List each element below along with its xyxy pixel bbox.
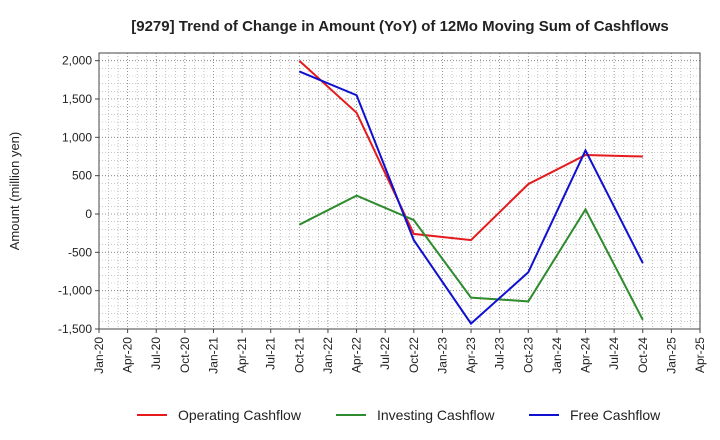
x-tick-label: Oct-22 [407, 337, 421, 373]
x-tick-label: Oct-21 [292, 337, 306, 373]
y-tick-label: 1,000 [62, 130, 92, 144]
x-tick-label: Oct-23 [521, 337, 535, 373]
series-line-free-cashflow [298, 70, 644, 326]
x-tick-label: Apr-20 [121, 337, 135, 373]
x-axis-ticks: Jan-20 Apr-20 Jul-20 Oct-20 Jan-21 Apr-21 Jul-… [92, 329, 707, 374]
plot-area-frame [98, 52, 701, 330]
y-tick-label: 2,000 [62, 54, 92, 68]
x-tick-label: Jul-22 [378, 337, 392, 370]
legend-label: Free Cashflow [570, 407, 661, 423]
series-layer [298, 59, 644, 326]
grid-layer [99, 53, 700, 329]
x-tick-label: Apr-22 [350, 337, 364, 373]
legend-label: Operating Cashflow [178, 407, 302, 423]
series-line-investing-cashflow [298, 194, 644, 321]
x-tick-label: Jul-21 [264, 337, 278, 370]
x-tick-label: Jul-24 [607, 337, 621, 370]
y-tick-label: -1,000 [58, 284, 92, 298]
x-tick-label: Apr-21 [235, 337, 249, 373]
x-tick-label: Jan-25 [664, 337, 678, 374]
x-tick-label: Jul-20 [149, 337, 163, 370]
series-line-operating-cashflow [298, 59, 643, 242]
y-tick-label: -500 [68, 245, 92, 259]
legend: Operating Cashflow Investing Cashflow Free… [137, 407, 661, 423]
x-tick-label: Oct-24 [636, 337, 650, 373]
y-axis-ticks: -1,500 -1,000 -500 0 500 1,000 1,500 2,000 [58, 54, 99, 336]
chart-title: [9279] Trend of Change in Amount (YoY) o… [131, 18, 669, 35]
y-tick-label: 500 [72, 169, 92, 183]
x-tick-label: Jan-24 [550, 337, 564, 374]
y-tick-label: 1,500 [62, 92, 92, 106]
x-tick-label: Jan-21 [206, 337, 220, 374]
x-tick-label: Jul-23 [493, 337, 507, 370]
x-tick-label: Jan-23 [435, 337, 449, 374]
y-axis-label: Amount (million yen) [7, 132, 22, 251]
y-tick-label: -1,500 [58, 322, 92, 336]
x-tick-label: Jan-20 [92, 337, 106, 374]
y-tick-label: 0 [85, 207, 92, 221]
x-tick-label: Apr-25 [693, 337, 707, 373]
legend-label: Investing Cashflow [377, 407, 495, 423]
x-tick-label: Oct-20 [178, 337, 192, 373]
x-tick-label: Apr-23 [464, 337, 478, 373]
x-tick-label: Jan-22 [321, 337, 335, 374]
x-tick-label: Apr-24 [579, 337, 593, 373]
